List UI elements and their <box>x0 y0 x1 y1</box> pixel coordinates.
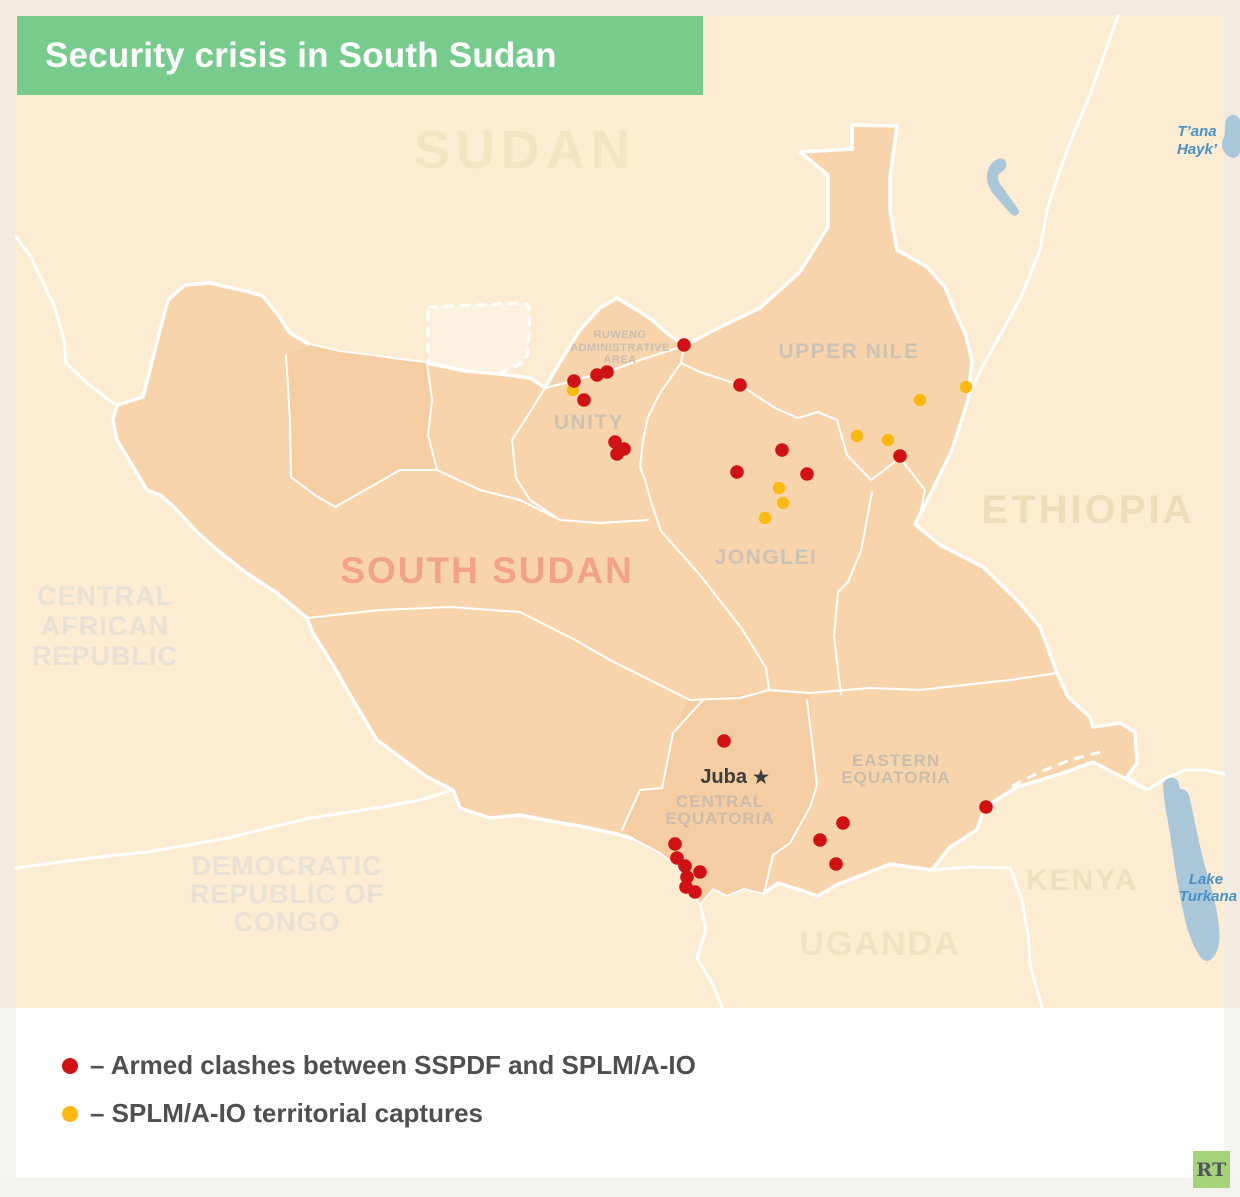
capture-dot-icon <box>62 1105 78 1122</box>
event-dot <box>717 734 731 748</box>
label-car-line2: AFRICAN <box>41 611 170 641</box>
event-dot <box>577 393 591 407</box>
state-border <box>426 362 438 471</box>
label-south-sudan: SOUTH SUDAN <box>340 550 633 591</box>
capital-star-icon: ★ <box>753 767 770 787</box>
water-labels: T’ana Hayk’ Lake Turkana <box>1177 123 1237 905</box>
event-dot <box>567 374 581 388</box>
neighbor-borders <box>14 14 1226 1010</box>
event-dot <box>677 338 691 352</box>
event-dot <box>775 443 789 457</box>
state-border <box>285 354 438 508</box>
label-drc-line3: CONGO <box>233 907 340 937</box>
label-jonglei: JONGLEI <box>715 546 818 569</box>
event-dot <box>829 857 843 871</box>
event-dot <box>813 833 827 847</box>
state-border <box>680 362 926 516</box>
south-sudan-shape <box>111 123 1149 905</box>
state-border <box>436 469 649 524</box>
border-ethiopia-kenya <box>1145 768 1226 792</box>
capture-dots <box>566 380 973 525</box>
label-ruweng-line3: AREA <box>603 354 636 366</box>
label-tana-hayk-line1: T’ana <box>1177 123 1216 140</box>
label-kenya: KENYA <box>1026 864 1138 897</box>
label-central-equatoria-line2: EQUATORIA <box>665 809 774 828</box>
state-border <box>306 606 691 701</box>
label-ruweng-line1: RUWENG <box>593 329 646 341</box>
border-sudan-ethiopia <box>968 14 1120 394</box>
event-dot <box>979 800 993 814</box>
label-eastern-equatoria-line1: EASTERN <box>852 751 940 770</box>
event-dot <box>600 365 614 379</box>
clash-dots <box>567 338 993 899</box>
state-labels: UNITY UPPER NILE JONGLEI RUWENG ADMINIST… <box>554 329 950 828</box>
event-dot <box>678 859 692 873</box>
legend: – Armed clashes between SSPDF and SPLM/A… <box>16 1008 1224 1178</box>
small-lake <box>987 158 1019 216</box>
title-banner: Security crisis in South Sudan <box>17 16 703 95</box>
event-dot <box>688 885 702 899</box>
border-drc-uganda <box>695 901 724 1010</box>
footer-strip <box>0 1178 1240 1197</box>
capital-juba: Juba ★ <box>700 766 770 788</box>
event-dot <box>668 837 682 851</box>
event-dot <box>680 870 694 884</box>
event-dot <box>959 380 973 394</box>
event-dot <box>881 433 895 447</box>
legend-item-clashes: – Armed clashes between SSPDF and SPLM/A… <box>62 1050 696 1081</box>
rt-logo: RT <box>1193 1151 1230 1188</box>
label-sudan: SUDAN <box>414 120 636 180</box>
event-dot <box>758 511 772 525</box>
label-unity: UNITY <box>554 411 625 434</box>
event-dot <box>610 447 624 461</box>
label-central-equatoria-line1: CENTRAL <box>676 792 764 811</box>
border-drc-car <box>14 788 455 870</box>
legend-label-clashes: – Armed clashes between SSPDF and SPLM/A… <box>90 1050 696 1080</box>
state-border <box>833 491 873 695</box>
state-border <box>763 699 818 894</box>
event-dot <box>800 467 814 481</box>
state-border <box>511 387 561 521</box>
event-dot <box>733 378 747 392</box>
tana-hayk-lake <box>1222 114 1240 158</box>
label-uganda: UGANDA <box>799 925 960 963</box>
label-lake-turkana-line2: Turkana <box>1179 888 1237 905</box>
event-dot <box>913 393 927 407</box>
label-eastern-equatoria-line2: EQUATORIA <box>841 768 950 787</box>
lake-turkana-shape <box>1163 777 1220 961</box>
label-upper-nile: UPPER NILE <box>778 340 919 363</box>
label-drc-line2: REPUBLIC OF <box>190 879 384 909</box>
label-car-line1: CENTRAL <box>37 581 173 611</box>
border-sudan-car <box>14 235 115 405</box>
country-labels: SUDAN ETHIOPIA KENYA UGANDA CENTRAL AFRI… <box>32 120 1195 963</box>
state-borders <box>285 345 1058 894</box>
event-dot <box>850 429 864 443</box>
label-lake-turkana-line1: Lake <box>1189 871 1223 888</box>
juba-label: Juba <box>700 766 748 788</box>
legend-label-captures: – SPLM/A-IO territorial captures <box>90 1098 483 1128</box>
page-title: Security crisis in South Sudan <box>45 35 557 75</box>
border-kenya-uganda <box>930 865 1044 1009</box>
label-car-line3: REPUBLIC <box>32 641 178 671</box>
rt-logo-text: RT <box>1196 1158 1227 1181</box>
event-dot <box>836 816 850 830</box>
event-dot <box>776 496 790 510</box>
label-ethiopia: ETHIOPIA <box>982 488 1195 532</box>
state-border <box>689 672 1058 701</box>
clash-dot-icon <box>62 1057 78 1074</box>
label-tana-hayk-line2: Hayk’ <box>1177 141 1218 158</box>
event-dot <box>693 865 707 879</box>
north-west-shade <box>286 345 437 507</box>
label-drc-line1: DEMOCRATIC <box>192 851 383 881</box>
state-border <box>639 345 770 691</box>
lakes <box>987 114 1240 961</box>
label-ruweng-line2: ADMINISTRATIVE <box>570 342 670 354</box>
legend-item-captures: – SPLM/A-IO territorial captures <box>62 1098 483 1129</box>
event-dot <box>893 449 907 463</box>
event-dot <box>772 481 786 495</box>
state-border <box>621 699 704 831</box>
event-dot <box>730 465 744 479</box>
